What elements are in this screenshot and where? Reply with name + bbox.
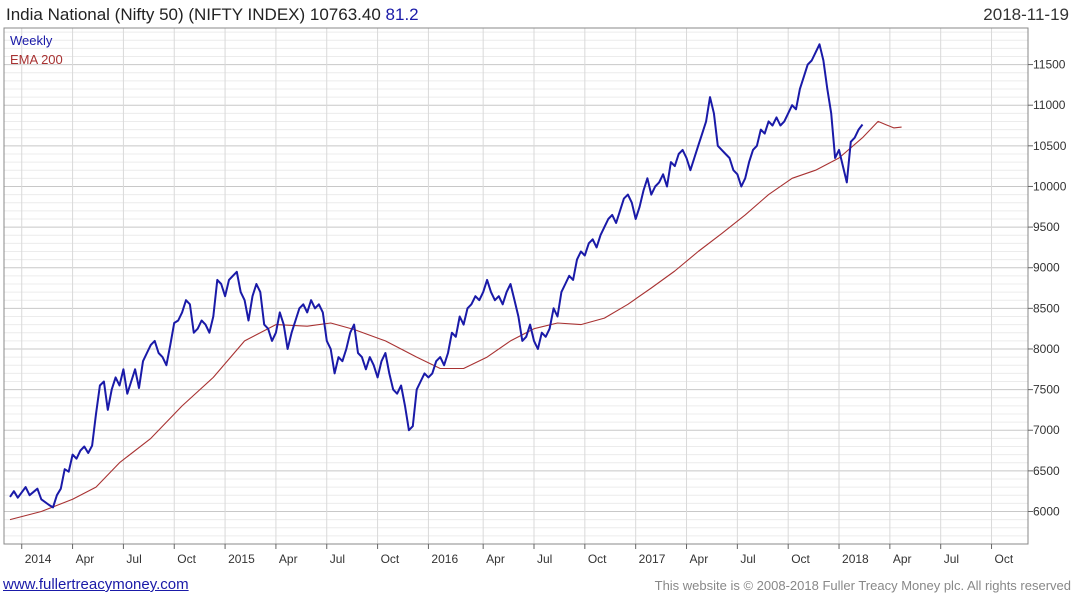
- y-tick-label: 10500: [1033, 139, 1067, 153]
- weekly-series-line: [9, 43, 864, 509]
- x-tick-label: Oct: [588, 552, 607, 566]
- legend-ema-200: EMA 200: [10, 52, 63, 67]
- x-tick-label: Apr: [893, 552, 912, 566]
- y-tick-label: 6000: [1033, 504, 1060, 518]
- x-tick-label: Jul: [330, 552, 345, 566]
- legend-weekly: Weekly: [10, 33, 53, 48]
- x-tick-label: Oct: [995, 552, 1014, 566]
- x-tick-label: 2016: [431, 552, 458, 566]
- x-tick-label: Apr: [76, 552, 95, 566]
- x-tick-label: Apr: [486, 552, 505, 566]
- chart-header: India National (Nifty 50) (NIFTY INDEX) …: [0, 0, 1075, 30]
- x-tick-label: Apr: [279, 552, 298, 566]
- x-tick-label: Jul: [126, 552, 141, 566]
- y-tick-label: 7500: [1033, 383, 1060, 397]
- x-tick-label: Jul: [537, 552, 552, 566]
- plot-frame: [3, 27, 1029, 545]
- x-tick-label: Jul: [740, 552, 755, 566]
- last-change-value: 81.2: [385, 5, 419, 24]
- y-tick-label: 10000: [1033, 179, 1067, 193]
- x-tick-label: Jul: [944, 552, 959, 566]
- y-tick-label: 9500: [1033, 220, 1060, 234]
- y-tick-label: 8500: [1033, 301, 1060, 315]
- x-tick-label: Oct: [177, 552, 196, 566]
- x-tick-label: Oct: [381, 552, 400, 566]
- copyright-text: This website is © 2008-2018 Fuller Treac…: [654, 578, 1071, 593]
- y-tick-label: 8000: [1033, 342, 1060, 356]
- y-tick-label: 9000: [1033, 261, 1060, 275]
- x-tick-label: Oct: [791, 552, 810, 566]
- ema-200-series-line: [9, 120, 902, 521]
- x-tick-label: 2014: [25, 552, 52, 566]
- chart-date: 2018-11-19: [983, 5, 1069, 24]
- chart-grid: [4, 28, 1028, 545]
- series-layer: [9, 43, 902, 521]
- chart-legend: Weekly EMA 200: [10, 33, 63, 67]
- x-tick-label: Apr: [690, 552, 709, 566]
- x-tick-label: 2017: [639, 552, 666, 566]
- x-tick-label: 2018: [842, 552, 869, 566]
- site-link[interactable]: www.fullertreacymoney.com: [3, 576, 189, 593]
- y-tick-label: 11000: [1033, 98, 1066, 112]
- y-tick-label: 6500: [1033, 464, 1060, 478]
- chart-title-text: India National (Nifty 50) (NIFTY INDEX) …: [6, 5, 381, 24]
- y-tick-label: 11500: [1033, 58, 1066, 72]
- chart-title: India National (Nifty 50) (NIFTY INDEX) …: [6, 5, 419, 25]
- y-tick-label: 7000: [1033, 423, 1060, 437]
- axis-ticks: 6000 6500 7000 7500 8000 8500 9000 9500 10000 105…: [21, 58, 1067, 566]
- x-tick-label: 2015: [228, 552, 255, 566]
